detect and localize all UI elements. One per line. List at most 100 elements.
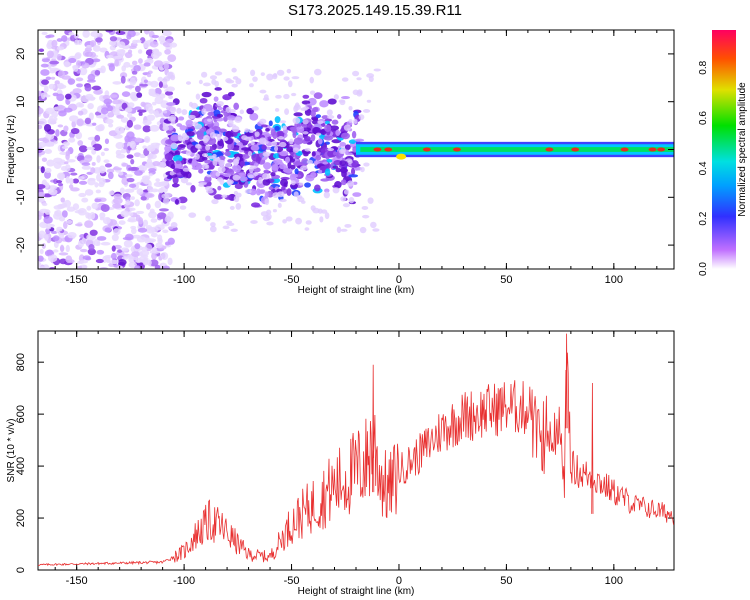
energy-blob: [109, 94, 118, 98]
energy-blob: [85, 212, 90, 219]
energy-blob: [54, 80, 60, 85]
energy-blob: [39, 197, 45, 203]
x-tick-label: 100: [605, 274, 623, 286]
energy-blob: [207, 111, 215, 117]
energy-blob: [329, 125, 339, 131]
energy-blob: [169, 42, 178, 48]
energy-blob: [266, 73, 274, 81]
energy-blob: [89, 40, 97, 48]
energy-blob: [247, 151, 253, 157]
band-peak: [545, 147, 554, 152]
energy-blob: [345, 158, 353, 163]
energy-blob: [77, 110, 84, 116]
energy-blob: [311, 151, 316, 157]
energy-blob: [118, 171, 124, 176]
energy-blob: [133, 124, 142, 130]
energy-blob: [38, 141, 47, 148]
energy-blob: [92, 143, 102, 151]
energy-blob: [244, 128, 250, 133]
energy-blob: [65, 255, 73, 264]
energy-blob: [153, 60, 164, 68]
energy-blob: [66, 220, 73, 225]
energy-blob: [45, 76, 52, 81]
energy-blob: [339, 167, 348, 174]
energy-blob: [134, 243, 141, 250]
energy-blob: [229, 205, 235, 211]
energy-blob: [209, 131, 216, 139]
y-tick-label: 200: [15, 509, 27, 527]
energy-blob: [178, 116, 185, 121]
energy-blob: [327, 98, 337, 105]
energy-blob: [61, 145, 69, 149]
energy-blob: [324, 212, 330, 220]
energy-blob: [273, 73, 278, 78]
energy-blob: [102, 95, 111, 100]
energy-blob: [302, 131, 309, 135]
energy-blob: [103, 98, 113, 105]
energy-blob: [98, 165, 106, 174]
energy-blob: [56, 93, 65, 102]
band-peak: [396, 153, 407, 160]
energy-blob: [166, 129, 173, 134]
energy-blob: [115, 141, 125, 150]
energy-blob: [324, 188, 330, 193]
energy-blob: [148, 168, 157, 172]
energy-blob: [142, 119, 152, 126]
energy-blob: [112, 203, 122, 209]
energy-blob: [271, 164, 279, 171]
energy-blob: [348, 197, 355, 204]
energy-blob: [170, 142, 178, 150]
energy-blob: [92, 45, 101, 52]
energy-blob: [67, 78, 76, 85]
energy-blob: [225, 78, 232, 83]
energy-blob: [321, 115, 329, 120]
energy-blob: [152, 48, 160, 54]
energy-blob: [137, 109, 147, 113]
energy-blob: [100, 107, 109, 115]
energy-blob: [46, 159, 55, 167]
energy-blob: [53, 157, 63, 164]
energy-blob: [146, 158, 153, 167]
energy-blob: [137, 227, 148, 233]
energy-blob: [81, 162, 91, 166]
energy-blob: [50, 230, 58, 234]
energy-blob: [38, 184, 46, 190]
energy-blob: [39, 208, 49, 214]
energy-blob: [56, 53, 62, 61]
energy-blob: [63, 125, 69, 132]
energy-blob: [217, 106, 223, 111]
energy-blob: [70, 187, 80, 192]
energy-blob: [146, 259, 152, 266]
energy-blob: [213, 96, 219, 102]
energy-blob: [39, 248, 44, 255]
energy-blob: [198, 168, 204, 174]
energy-blob: [185, 119, 194, 128]
energy-blob: [319, 100, 329, 108]
energy-blob: [167, 54, 177, 63]
energy-blob: [212, 133, 220, 137]
energy-blob: [126, 154, 134, 159]
energy-blob: [293, 112, 303, 117]
energy-blob: [71, 120, 77, 128]
energy-blob: [194, 153, 200, 160]
energy-blob: [274, 108, 280, 112]
energy-blob: [115, 30, 126, 35]
energy-blob: [112, 81, 122, 85]
energy-blob: [185, 150, 192, 156]
energy-blob: [120, 210, 130, 218]
energy-blob: [38, 255, 44, 262]
energy-blob: [133, 65, 141, 72]
energy-blob: [224, 151, 231, 157]
x-tick-label: 50: [500, 274, 512, 286]
energy-blob: [225, 106, 232, 114]
energy-blob: [350, 167, 356, 176]
energy-blob: [56, 226, 63, 232]
energy-blob: [276, 69, 285, 76]
energy-blob: [341, 77, 349, 82]
energy-blob: [179, 205, 187, 210]
energy-blob: [265, 127, 270, 132]
energy-blob: [352, 192, 362, 197]
energy-blob: [131, 70, 138, 75]
energy-blob: [362, 109, 371, 113]
